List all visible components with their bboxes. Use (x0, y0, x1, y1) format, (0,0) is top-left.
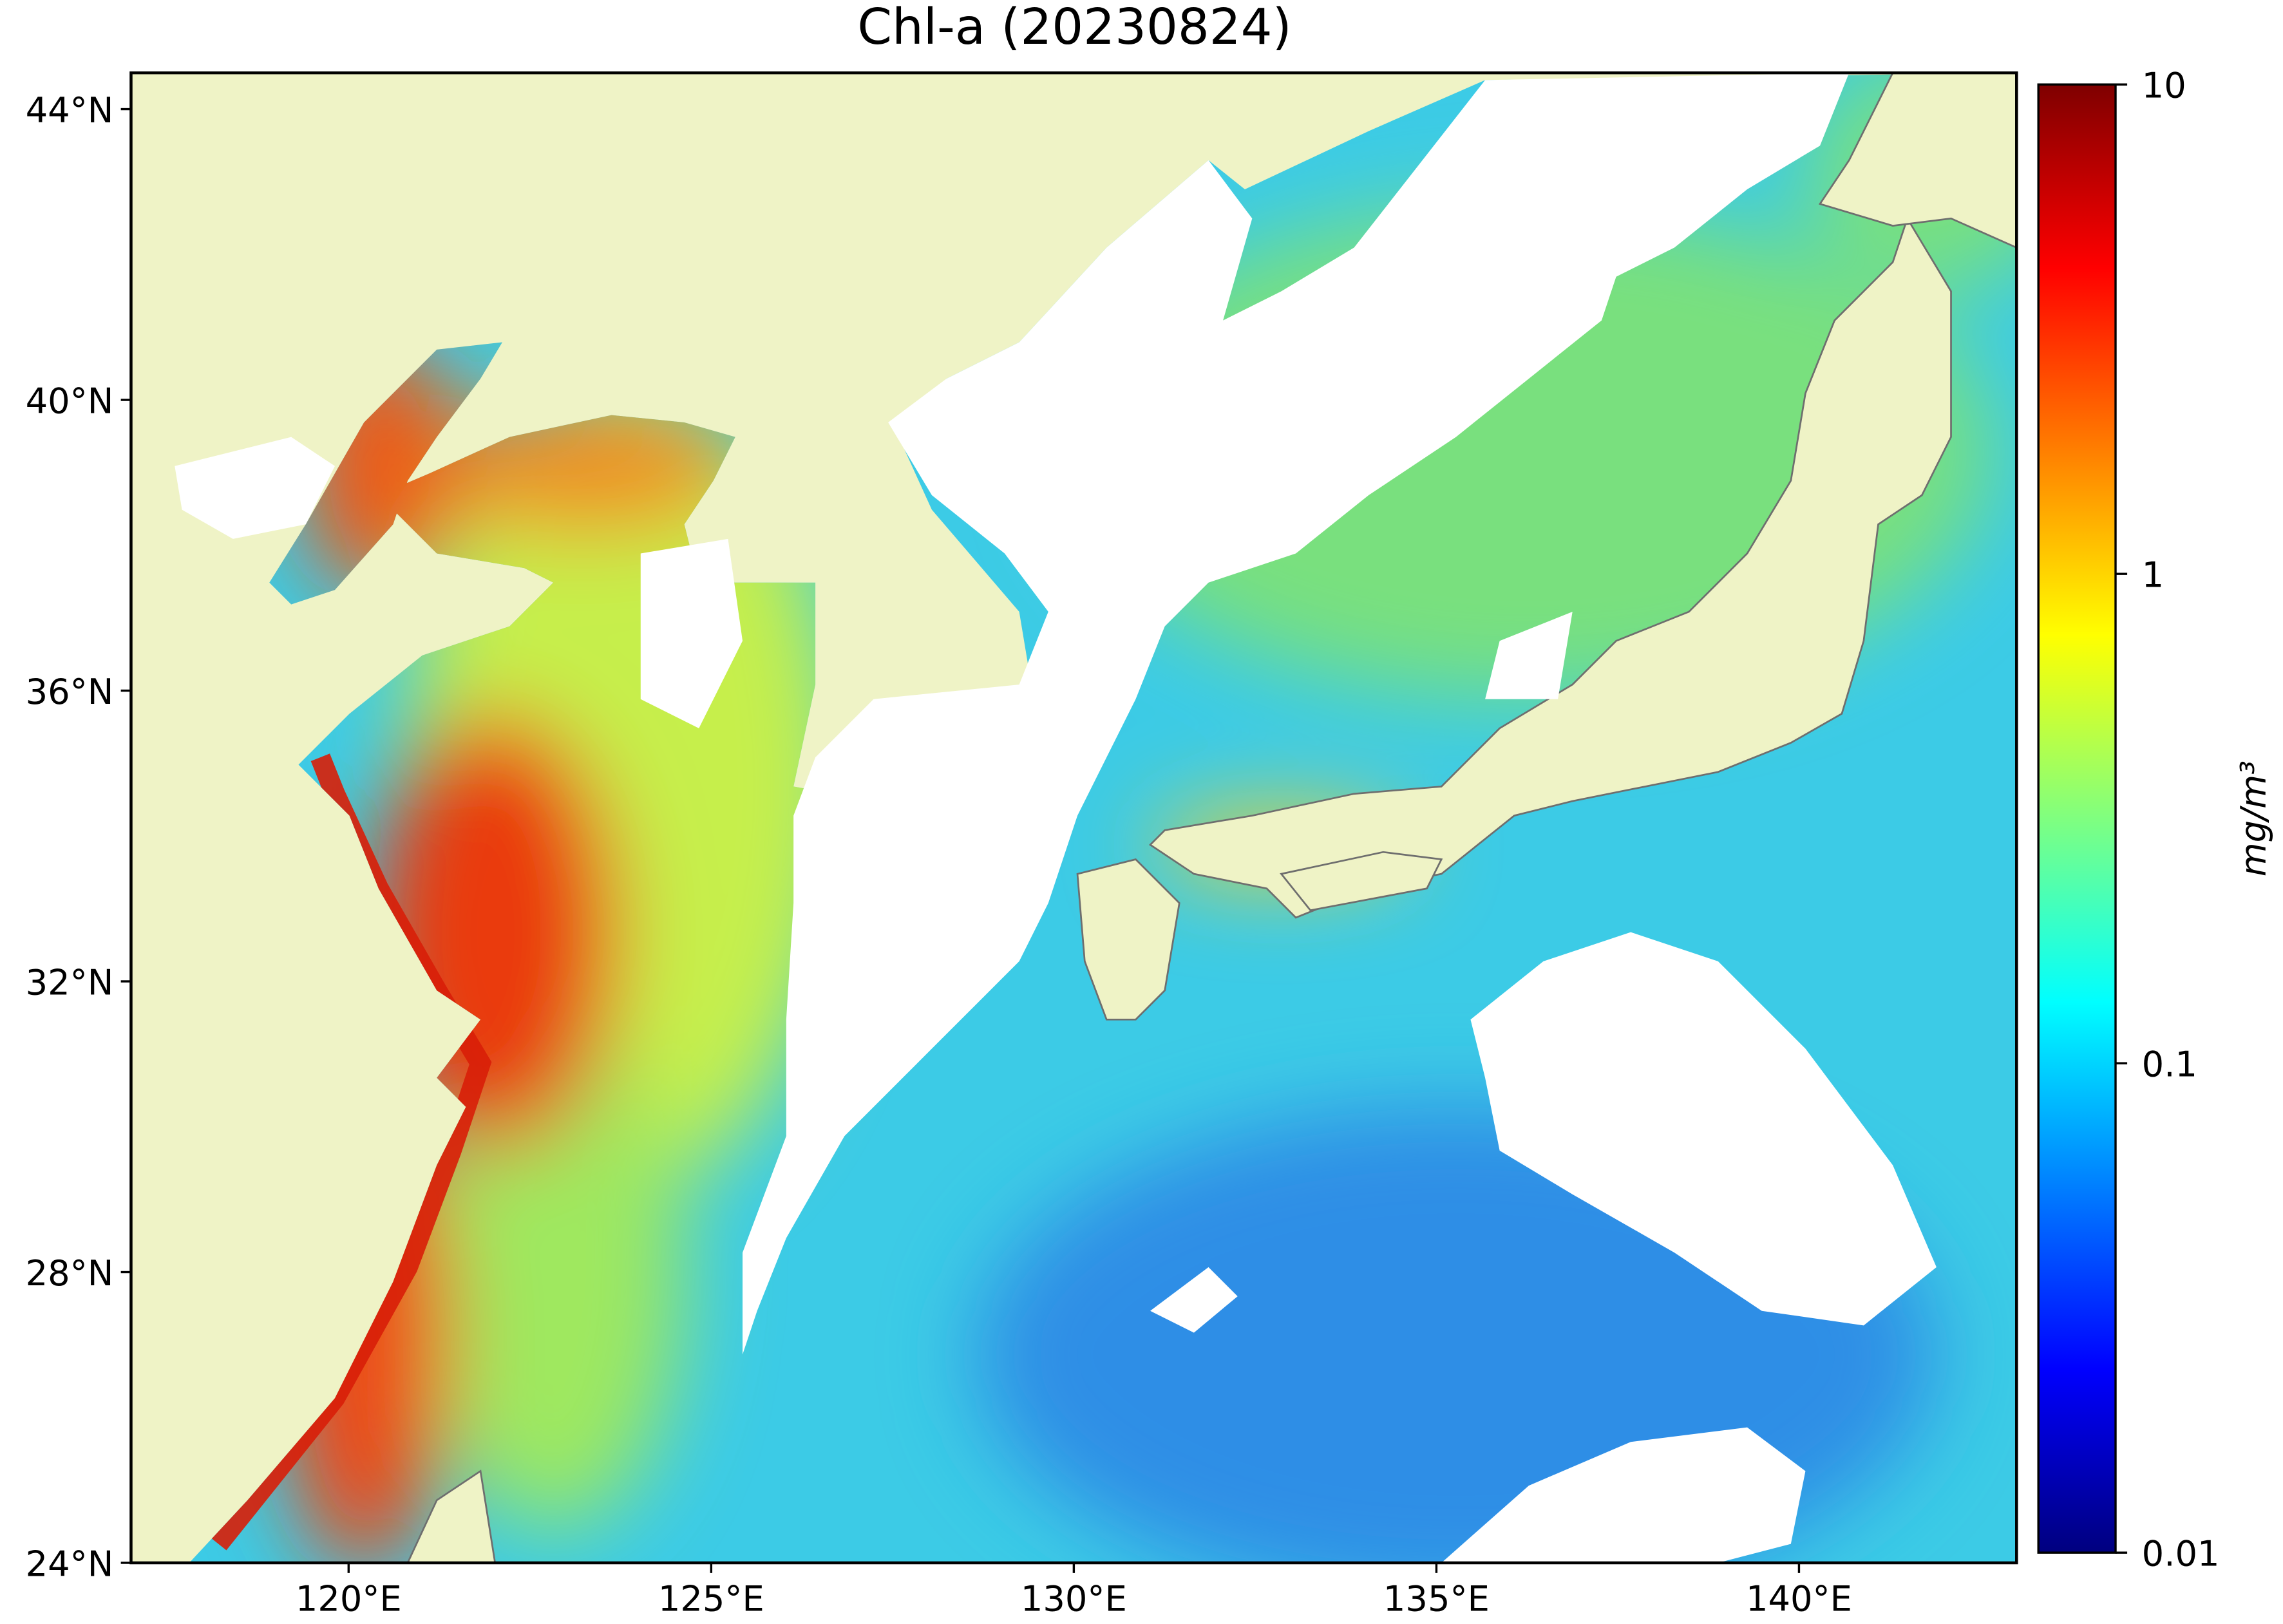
map (131, 73, 2017, 1563)
y-tick-label: 28°N (26, 1253, 114, 1294)
colorbar-tick-label: 1 (2142, 555, 2165, 596)
clouds (175, 73, 1937, 1563)
x-tick-label: 140°E (1746, 1579, 1852, 1619)
colorbar-label: mg/m³ (2233, 760, 2274, 876)
x-tick-label: 120°E (296, 1579, 402, 1619)
colorbar-tick-label: 0.01 (2142, 1534, 2220, 1574)
y-tick-label: 32°N (26, 962, 114, 1003)
x-tick-label: 125°E (658, 1579, 764, 1619)
y-tick-label: 44°N (26, 90, 114, 131)
y-tick-label: 36°N (26, 672, 114, 712)
x-tick-label: 135°E (1383, 1579, 1490, 1619)
colorbar-tick-label: 0.1 (2142, 1044, 2197, 1085)
colorbar-tick-label: 10 (2142, 66, 2186, 106)
japan-land (406, 73, 2017, 1563)
chart-title: Chl-a (20230824) (857, 0, 1291, 56)
y-tick-label: 40°N (26, 381, 114, 421)
colorbar (2037, 83, 2117, 1554)
y-tick-label: 24°N (26, 1544, 114, 1584)
x-tick-label: 130°E (1021, 1579, 1127, 1619)
